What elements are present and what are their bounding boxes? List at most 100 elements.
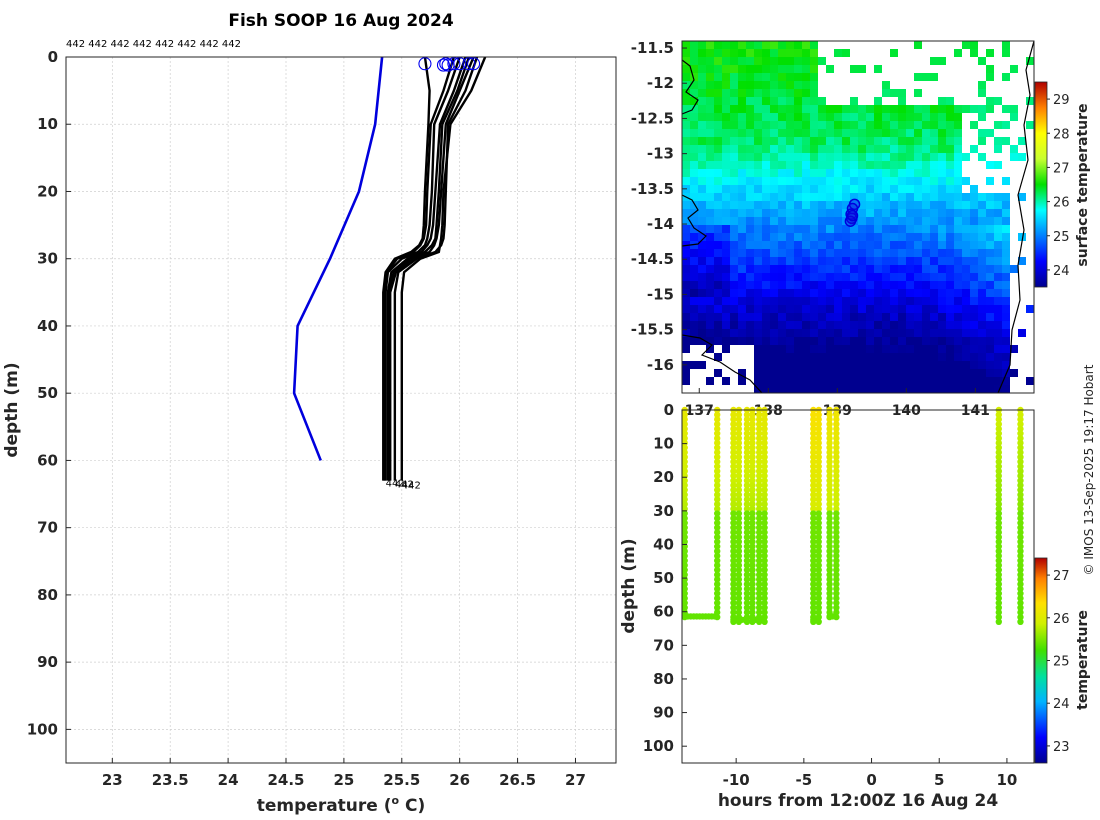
sst-cell (994, 161, 1002, 169)
sst-cell (890, 217, 898, 225)
sst-cell (874, 241, 882, 249)
sst-cell (850, 385, 858, 393)
sst-cell (994, 313, 1002, 321)
surface-marker (462, 57, 476, 71)
sst-cell (786, 121, 794, 129)
section-point (730, 491, 737, 498)
sst-cell (738, 129, 746, 137)
sst-cell (794, 305, 802, 313)
sst-cell (722, 89, 730, 97)
sst-cell (882, 129, 890, 137)
sst-cell (754, 313, 762, 321)
sst-cell (690, 273, 698, 281)
section-point (833, 439, 840, 447)
sst-cell (922, 233, 930, 241)
sst-cell (778, 217, 786, 225)
section-point (826, 444, 833, 451)
sst-cell (794, 97, 802, 105)
section-point (743, 430, 751, 437)
sst-cell (706, 161, 714, 169)
sst-cell (938, 361, 946, 369)
section-point (810, 515, 817, 522)
sst-cell (786, 385, 794, 393)
section-point (1017, 562, 1024, 569)
sst-cell (858, 257, 866, 265)
sst-cell (818, 153, 826, 161)
sst-cell (842, 153, 850, 161)
sst-cell (914, 169, 922, 177)
sst-cell (722, 105, 730, 113)
sst-cell (698, 57, 706, 65)
sst-cell (1002, 361, 1010, 369)
sst-cell (922, 113, 930, 121)
section-point (995, 543, 1002, 550)
sst-cell (794, 41, 802, 49)
sst-cell (890, 345, 898, 353)
section-point (1017, 496, 1024, 503)
section-point (815, 552, 822, 560)
sst-cell (898, 185, 906, 193)
sst-cell (970, 241, 978, 249)
sst-cell (866, 345, 874, 353)
sst-cell (834, 297, 842, 305)
sst-cell (1002, 321, 1010, 329)
sst-cell (874, 177, 882, 185)
section-point (735, 599, 743, 607)
sst-cell (826, 321, 834, 329)
sst-cell (906, 297, 914, 305)
sst-cell (690, 89, 698, 97)
section-point (810, 458, 817, 465)
sst-cell (970, 369, 978, 377)
sst-cell (986, 257, 994, 265)
sst-cell (690, 225, 698, 233)
section-point (810, 599, 817, 607)
section-point (743, 533, 751, 541)
sst-cell (682, 257, 690, 265)
sst-cell (698, 313, 706, 321)
section-point (681, 580, 688, 588)
temperature-colorbar (1034, 557, 1048, 764)
sst-cell (866, 337, 874, 345)
section-point (833, 599, 840, 607)
sst-cell (698, 329, 706, 337)
sst-cell (978, 345, 986, 353)
section-point (815, 486, 822, 494)
section-point (730, 515, 737, 522)
sst-cell (826, 233, 834, 241)
sst-cell (914, 225, 922, 233)
section-point (743, 557, 751, 564)
sst-cell (746, 153, 754, 161)
sst-cell (794, 105, 802, 113)
sst-cell (754, 41, 762, 49)
sst-cell (690, 129, 698, 137)
sst-cell (746, 281, 754, 289)
sst-cell (794, 321, 802, 329)
sst-cell (762, 145, 770, 153)
section-point (833, 472, 840, 480)
sst-cell (898, 369, 906, 377)
sst-cell (770, 89, 778, 97)
sst-cell (994, 265, 1002, 273)
section-point (749, 519, 756, 527)
surface-marker (467, 57, 481, 71)
sst-cell (722, 201, 730, 209)
sst-colorbar-tick-label: 27 (1053, 161, 1070, 176)
sst-cell (834, 209, 842, 217)
sst-cell (922, 193, 930, 201)
sst-cell (738, 369, 746, 377)
sst-cell (738, 177, 746, 185)
sst-cell (946, 361, 954, 369)
sst-cell (778, 289, 786, 297)
section-point (749, 510, 756, 517)
section-point (761, 486, 768, 494)
section-point (1017, 435, 1024, 442)
sst-cell (770, 209, 778, 217)
sst-cell (706, 329, 714, 337)
section-point (755, 496, 763, 503)
sst-cell (970, 257, 978, 265)
section-point (714, 510, 721, 517)
section-point (826, 552, 833, 560)
sst-cell (866, 265, 874, 273)
sst-cell (978, 217, 986, 225)
section-point (681, 538, 688, 545)
